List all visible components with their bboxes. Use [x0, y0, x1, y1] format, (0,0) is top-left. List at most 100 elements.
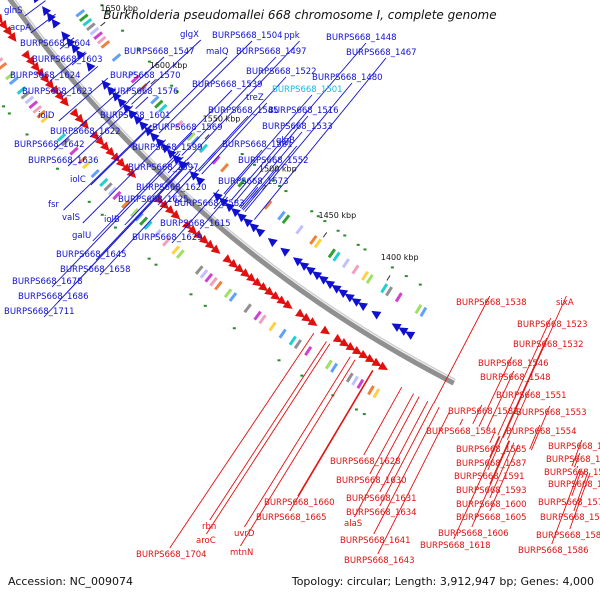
- feature-block: [139, 216, 149, 226]
- feature-block: [365, 274, 374, 285]
- gene-label: BURPS668_1546: [478, 359, 549, 369]
- gene-label: BURPS668_1516: [268, 106, 339, 116]
- reverse-gene-arrow: [187, 225, 198, 235]
- gene-label: valS: [62, 213, 80, 223]
- label-connector: [131, 39, 202, 105]
- forward-gene-arrow: [405, 331, 416, 340]
- feature-rings: [0, 0, 456, 416]
- feature-block: [86, 22, 96, 32]
- forward-gene-arrow: [42, 6, 52, 16]
- feature-block: [99, 177, 109, 187]
- reverse-gene-arrow: [79, 119, 89, 130]
- forward-gene-arrow: [299, 261, 310, 271]
- feature-block: [126, 70, 137, 80]
- scale-ticks: 1400 kbp 1450 kbp 1500 kbp 1550 kbp 1600 kbp…: [100, 4, 419, 281]
- label-connector: [82, 139, 166, 224]
- gene-label: BURPS668_1567: [548, 480, 600, 490]
- map-title: Burkholderia pseudomallei 668 chromosome…: [103, 8, 497, 22]
- feature-dot: [137, 48, 141, 51]
- scale-tick-label: 1500 kbp: [259, 165, 297, 174]
- label-connector: [569, 472, 591, 530]
- reverse-gene-arrow: [30, 61, 40, 72]
- reverse-gene-arrow: [164, 204, 175, 215]
- feature-dot: [56, 167, 60, 170]
- reverse-gene-arrow: [21, 49, 31, 60]
- label-connector: [135, 96, 149, 109]
- label-connector: [128, 80, 151, 102]
- feature-block: [121, 199, 131, 209]
- forward-gene-arrow: [280, 247, 291, 257]
- gene-label: BURPS668_1605: [456, 513, 527, 523]
- reverse-gene-arrow: [332, 333, 343, 343]
- feature-block: [327, 248, 336, 259]
- forward-gene-arrow: [249, 223, 260, 233]
- forward-gene-arrow: [155, 138, 166, 148]
- gene-label: BURPS668_1539: [192, 80, 263, 90]
- feature-block: [175, 249, 185, 259]
- gene-label: BURPS668_1522: [246, 67, 317, 77]
- feature-dot: [284, 190, 288, 193]
- gene-label: glgX: [180, 30, 199, 40]
- forward-gene-arrow: [312, 271, 323, 281]
- gene-label: BURPS668_1604: [20, 39, 91, 49]
- gene-label: BURPS668_1504: [212, 31, 283, 41]
- forward-gene-arrow: [189, 171, 200, 181]
- label-connector: [571, 469, 582, 497]
- feature-block: [24, 95, 35, 105]
- forward-gene-arrow: [255, 228, 266, 238]
- label-connector: [124, 159, 187, 226]
- reverse-gene-arrow: [40, 73, 50, 84]
- feature-block: [111, 53, 122, 62]
- label-connector: [174, 89, 233, 150]
- reverse-gene-arrow: [240, 268, 251, 278]
- feature-block: [341, 258, 351, 269]
- feature-block: [161, 237, 171, 247]
- gene-label: BURPS668_1624: [10, 71, 81, 81]
- gene-label: BURPS668_1555: [548, 442, 600, 452]
- feature-block: [288, 335, 297, 346]
- gene-label: BURPS668_1643: [344, 556, 415, 566]
- label-connector: [379, 400, 429, 493]
- gene-label: BURPS668_1533: [262, 122, 333, 132]
- forward-gene-arrow: [172, 154, 183, 165]
- forward-gene-arrow: [305, 266, 316, 276]
- reverse-gene-arrow: [74, 113, 84, 124]
- feature-dot: [105, 10, 109, 13]
- scale-tick-mark: [322, 232, 328, 238]
- scale-tick-mark: [150, 79, 156, 85]
- feature-block: [211, 155, 221, 165]
- label-connector: [369, 393, 414, 475]
- reverse-gene-arrow: [210, 244, 221, 254]
- feature-block: [243, 303, 252, 314]
- feature-block: [214, 280, 223, 291]
- scale-tick-mark: [204, 134, 210, 140]
- label-connector: [573, 471, 589, 512]
- label-connector: [501, 337, 548, 438]
- reverse-gene-arrow: [193, 230, 204, 240]
- gene-label: alaS: [344, 519, 362, 529]
- forward-gene-arrow: [225, 202, 235, 213]
- feature-dot: [100, 4, 104, 7]
- gene-label: BURPS668_1704: [136, 550, 207, 560]
- feature-block: [186, 131, 196, 142]
- reverse-gene-arrow: [377, 361, 388, 371]
- gene-label: BURPS668_1562: [546, 455, 600, 465]
- reverse-gene-arrow: [2, 25, 12, 36]
- gene-label: BURPS668_1625: [118, 195, 189, 205]
- label-connector: [49, 51, 86, 82]
- gene-label: BURPS668_1548: [480, 373, 551, 383]
- gene-label: BURPS668_1658: [60, 265, 131, 275]
- label-connector: [551, 468, 580, 545]
- label-connector: [506, 388, 531, 440]
- forward-gene-arrow: [138, 121, 149, 131]
- label-connector: [529, 424, 541, 450]
- label-connector: [139, 117, 145, 122]
- feature-block: [130, 208, 140, 218]
- gene-label: ppk: [284, 31, 300, 41]
- feature-block: [75, 9, 86, 18]
- feature-dot: [113, 226, 117, 229]
- scale-tick-label: 1550 kbp: [203, 114, 241, 123]
- label-connector: [30, 13, 56, 34]
- feature-dot: [316, 215, 320, 218]
- gene-label: BURPS668_1480: [312, 73, 383, 83]
